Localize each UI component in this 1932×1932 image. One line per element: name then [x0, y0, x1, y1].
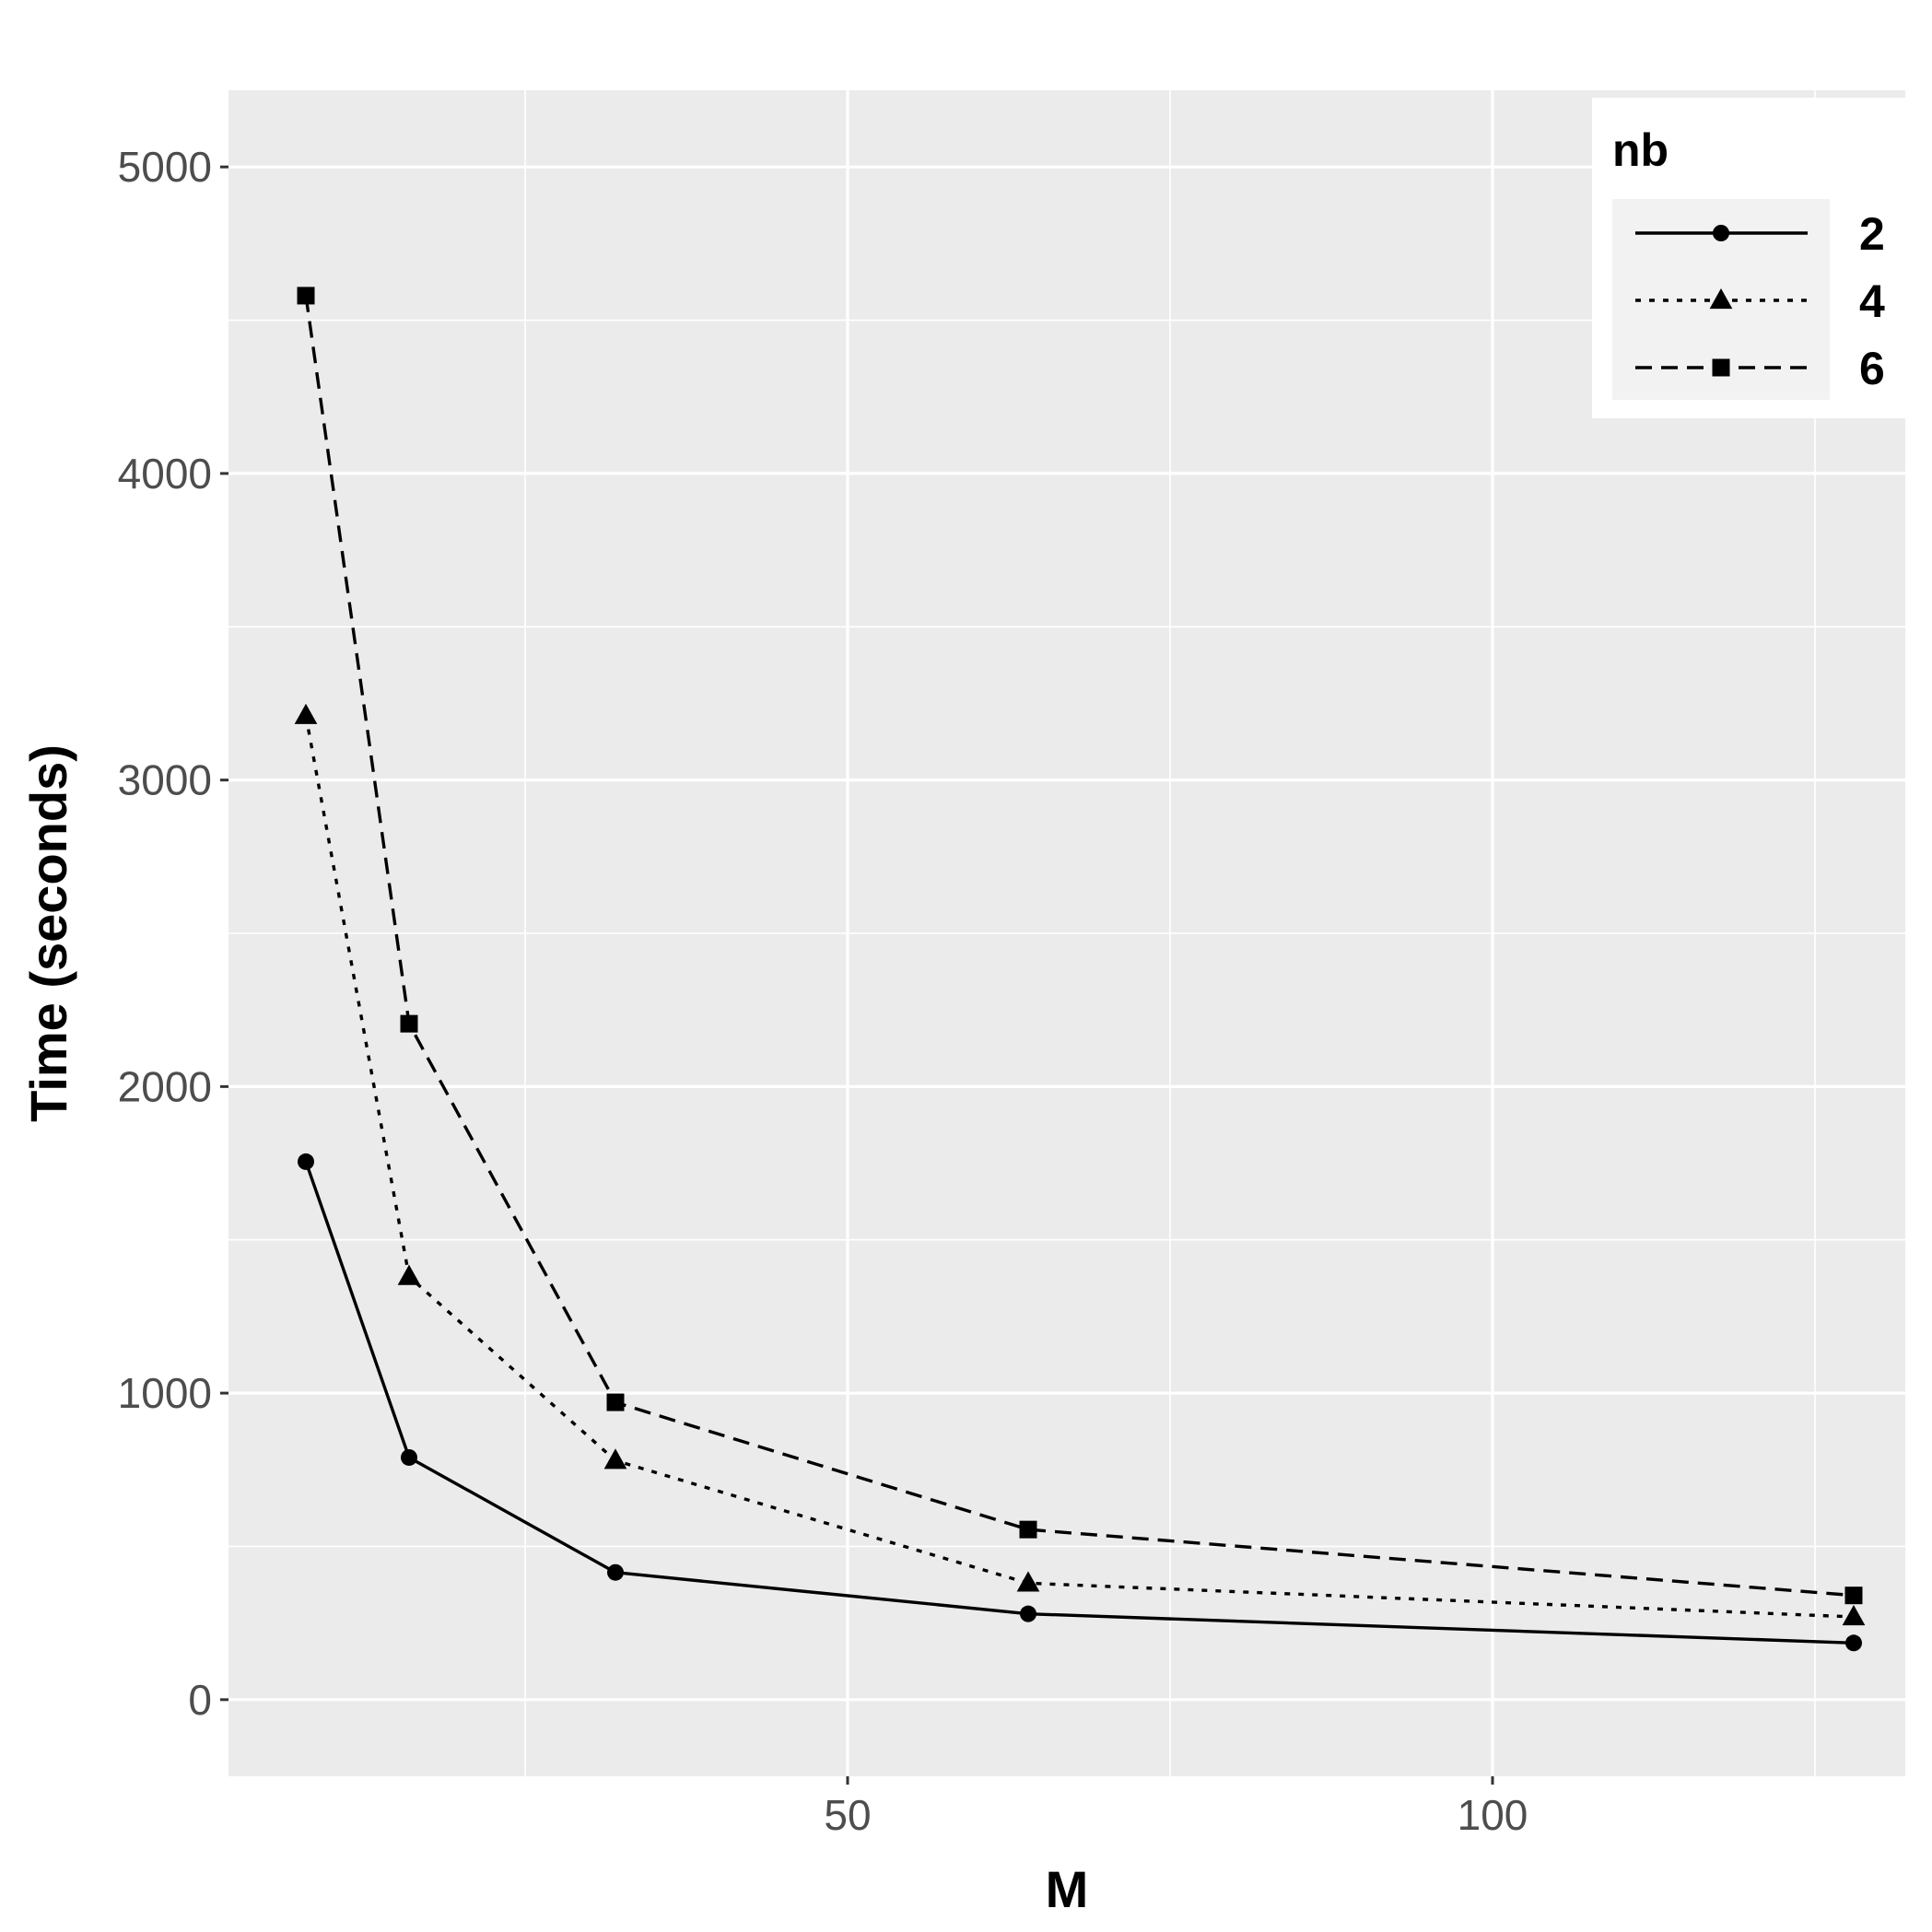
y-tick-label: 3000 [118, 756, 212, 804]
data-point-nb-4 [1016, 1571, 1040, 1592]
legend-marker [1712, 358, 1730, 377]
series-nb-6 [297, 287, 1863, 1605]
data-point-nb-6 [297, 287, 315, 305]
data-point-nb-2 [401, 1448, 417, 1466]
legend-label: 6 [1859, 343, 1885, 394]
legend-keys: 2 4 6 [1635, 208, 1885, 394]
legend-key-nb-6: 6 [1635, 343, 1885, 394]
data-point-nb-6 [400, 1014, 418, 1033]
series-nb-2 [298, 1153, 1862, 1652]
series-nb-4 [294, 703, 1866, 1626]
legend-label: 2 [1859, 208, 1885, 260]
data-point-nb-6 [1019, 1520, 1037, 1539]
y-tick-label: 4000 [118, 450, 212, 498]
legend: nb 2 4 6 [1592, 98, 1907, 418]
data-point-nb-2 [607, 1563, 624, 1581]
x-axis-title: M [1046, 1860, 1089, 1918]
x-tick-label: 50 [824, 1791, 871, 1839]
data-point-nb-2 [298, 1153, 314, 1170]
data-point-nb-4 [294, 703, 318, 724]
legend-key-nb-4: 4 [1635, 275, 1885, 327]
y-tick-label: 1000 [118, 1369, 212, 1417]
legend-marker [1709, 288, 1733, 310]
data-point-nb-2 [1020, 1605, 1036, 1622]
legend-marker [1713, 225, 1729, 241]
y-tick-label: 2000 [118, 1062, 212, 1110]
legend-title: nb [1612, 124, 1669, 176]
legend-key-nb-2: 2 [1635, 208, 1885, 260]
y-axis-title: Time (seconds) [19, 744, 77, 1122]
data-point-nb-4 [1842, 1604, 1866, 1626]
axis-ticks: 0 1000 2000 3000 4000 5000 50 100 [118, 143, 1528, 1839]
y-tick-label: 5000 [118, 143, 212, 191]
data-point-nb-6 [606, 1393, 625, 1411]
legend-label: 4 [1859, 275, 1885, 327]
x-tick-label: 100 [1458, 1791, 1528, 1839]
data-point-nb-4 [603, 1448, 627, 1469]
series-layer [294, 287, 1866, 1652]
data-point-nb-4 [397, 1264, 421, 1285]
data-point-nb-2 [1845, 1634, 1862, 1652]
y-tick-label: 0 [188, 1676, 212, 1724]
data-point-nb-6 [1844, 1587, 1863, 1605]
